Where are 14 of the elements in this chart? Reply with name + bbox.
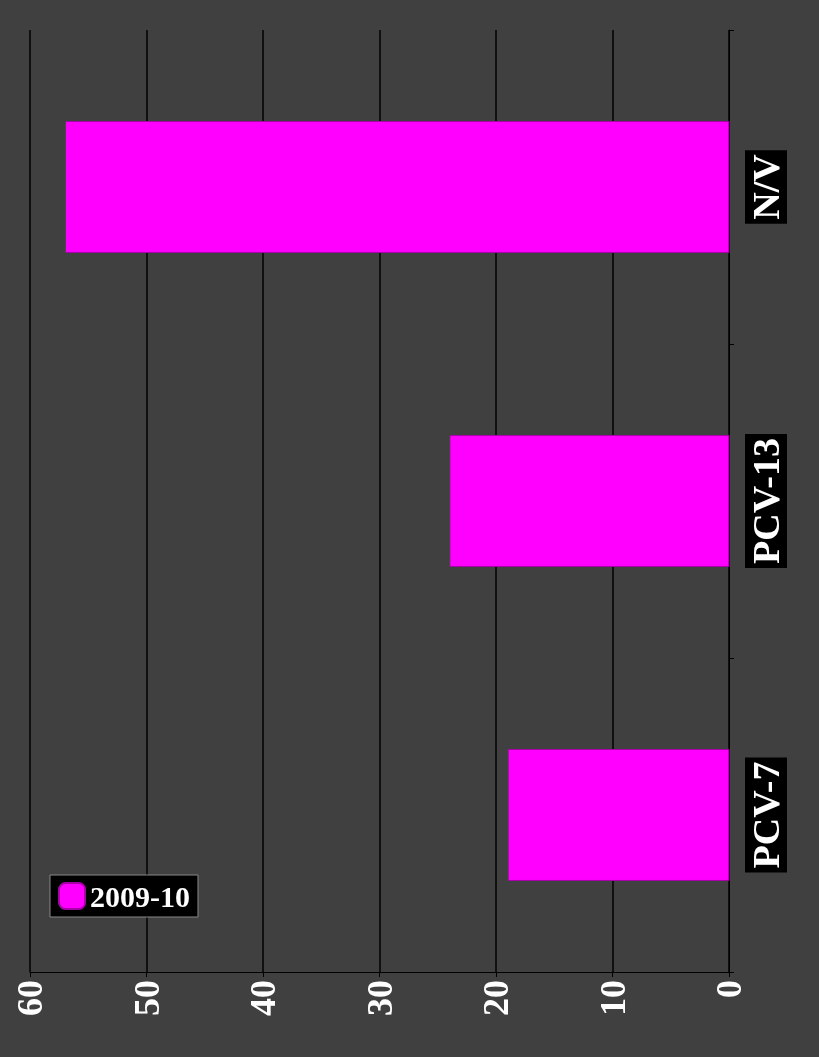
x-tick-label: 20: [476, 980, 516, 1016]
x-tick-label: 40: [243, 980, 283, 1016]
x-tick-label: 0: [709, 980, 749, 998]
bar: [64, 121, 729, 253]
bar: [507, 749, 729, 881]
x-tick-label: 50: [126, 980, 167, 1016]
x-tick-label: 30: [359, 980, 400, 1016]
bar: [449, 435, 729, 567]
y-tick-label: N/V: [745, 153, 787, 220]
legend-label: 2009-10: [90, 879, 190, 913]
y-tick-label: PCV-7: [745, 761, 787, 869]
y-tick-label: PCV-13: [745, 438, 787, 564]
x-tick-label: 60: [10, 980, 50, 1016]
x-tick-label: 10: [592, 980, 633, 1016]
